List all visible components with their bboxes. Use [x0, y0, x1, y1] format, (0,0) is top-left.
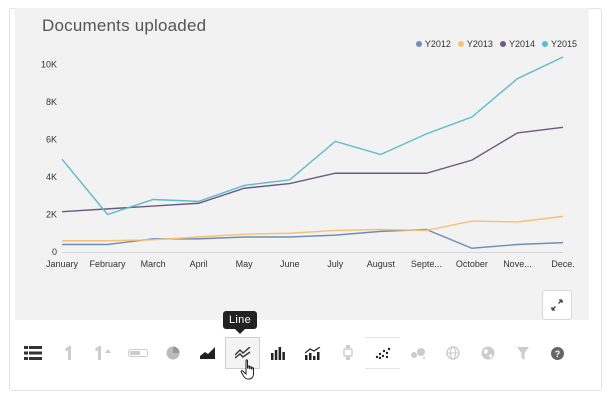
y-tick-label: 0: [52, 247, 57, 257]
y-tick-label: 4K: [46, 172, 57, 182]
trend-view-button[interactable]: [85, 337, 120, 369]
x-tick-label: Nove...: [503, 259, 532, 269]
area-chart-icon: [199, 347, 215, 359]
funnel-view-button[interactable]: [330, 337, 365, 369]
legend-swatch: [499, 41, 506, 47]
hand-cursor-icon: [240, 359, 254, 380]
y-tick-label: 2K: [46, 210, 57, 220]
globe-icon: [445, 346, 460, 360]
y-tick-label: 10K: [41, 60, 57, 70]
legend-label: Y2013: [466, 39, 493, 49]
legend-item[interactable]: Y2012: [415, 39, 451, 49]
y-tick-label: 6K: [46, 135, 57, 145]
world-map-icon: [481, 346, 494, 360]
x-tick-label: August: [367, 259, 396, 269]
legend-label: Y2015: [550, 39, 577, 49]
chart-panel: Documents uploaded Y2012 Y2013 Y2014 Y2015 …: [15, 8, 589, 320]
x-tick-label: Septe...: [411, 259, 442, 269]
progress-view-button[interactable]: [120, 337, 155, 369]
bar-chart-icon: [270, 346, 285, 360]
x-tick-label: January: [46, 259, 79, 269]
line-chart-icon: [234, 347, 250, 359]
pie-chart-icon: [166, 346, 179, 360]
chart-title: Documents uploaded: [42, 16, 207, 35]
legend-label: Y2012: [424, 39, 451, 49]
x-tick-label: February: [90, 259, 127, 269]
expand-button[interactable]: [542, 290, 572, 320]
line-chart: 0 2K 4K 6K 8K 10K January February March April May…: [41, 56, 575, 269]
filter-button[interactable]: [505, 337, 540, 369]
bar-view-button[interactable]: [260, 337, 295, 369]
chart-type-tooltip: Line: [223, 311, 257, 334]
legend-item[interactable]: Y2014: [499, 39, 535, 49]
series-line-y2013[interactable]: [62, 215, 564, 242]
svg-text:?: ?: [555, 349, 561, 359]
chart-type-toolbar: ?: [15, 337, 575, 369]
pie-view-button[interactable]: [155, 337, 190, 369]
x-tick-label: Dece.: [551, 259, 575, 269]
legend-swatch: [457, 41, 464, 47]
series-line-y2015[interactable]: [61, 56, 564, 216]
legend-label: Y2014: [508, 39, 535, 49]
combo-chart-icon: [304, 346, 320, 360]
filter-icon: [516, 346, 529, 360]
x-tick-label: October: [456, 259, 488, 269]
x-tick-label: July: [327, 259, 344, 269]
x-tick-label: April: [190, 259, 208, 269]
table-view-button[interactable]: [15, 337, 50, 369]
number-one-icon: [64, 346, 71, 360]
funnel-stack-icon: [342, 345, 353, 360]
legend-swatch: [415, 41, 422, 47]
help-button[interactable]: ?: [540, 337, 575, 369]
bubble-view-button[interactable]: [400, 337, 435, 369]
chart-legend: Y2012 Y2013 Y2014 Y2015: [415, 39, 577, 49]
combo-view-button[interactable]: [295, 337, 330, 369]
expand-icon: [551, 299, 563, 311]
table-icon: [23, 346, 42, 360]
region-map-button[interactable]: [435, 337, 470, 369]
help-icon: ?: [551, 346, 564, 360]
pin-map-button[interactable]: [470, 337, 505, 369]
number-trend-icon: [94, 346, 111, 360]
progress-bar-icon: [127, 349, 148, 357]
area-view-button[interactable]: [190, 337, 225, 369]
scatter-icon: [375, 347, 390, 359]
legend-item[interactable]: Y2013: [457, 39, 493, 49]
x-tick-label: May: [236, 259, 254, 269]
scatter-view-button[interactable]: [365, 337, 400, 369]
number-view-button[interactable]: [50, 337, 85, 369]
legend-item[interactable]: Y2015: [541, 39, 577, 49]
y-tick-label: 8K: [46, 97, 57, 107]
series-line-y2014[interactable]: [61, 126, 564, 213]
x-tick-label: June: [280, 259, 300, 269]
bubble-icon: [410, 348, 425, 359]
line-view-button[interactable]: [225, 337, 260, 369]
x-tick-label: March: [141, 259, 166, 269]
legend-swatch: [541, 41, 548, 47]
